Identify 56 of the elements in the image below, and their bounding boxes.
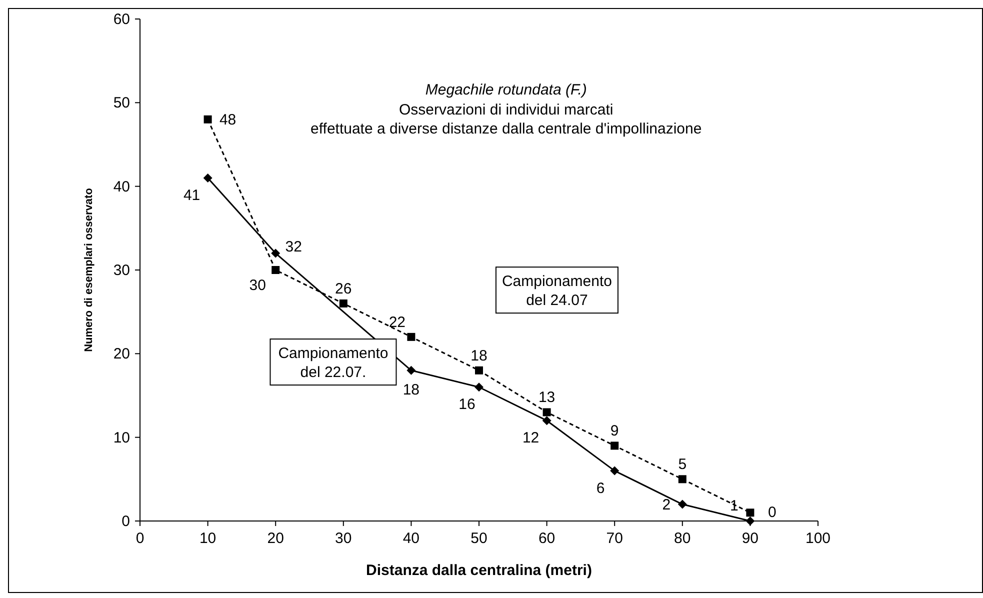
point	[678, 500, 687, 509]
data-label: 30	[249, 277, 266, 294]
x-tick-label: 10	[199, 530, 216, 547]
y-tick-label: 40	[113, 178, 130, 196]
x-tick-label: 30	[335, 530, 352, 547]
x-axis-title: Distanza dalla centralina (metri)	[366, 562, 592, 579]
y-tick-label: 30	[113, 262, 130, 279]
data-label: 13	[538, 389, 556, 406]
point	[407, 332, 416, 341]
data-label: 18	[402, 381, 420, 398]
data-label: 5	[678, 456, 687, 474]
data-label: 2	[662, 496, 671, 514]
text: Megachile rotundata (F.)	[425, 81, 587, 98]
data-label: 26	[335, 280, 352, 298]
point	[610, 466, 620, 476]
point	[339, 299, 348, 308]
data-label: 6	[596, 480, 605, 497]
text: Osservazioni di individui marcati effettuate a diverse distanze dalla centrale d'impollinazione	[310, 101, 702, 138]
point	[542, 416, 552, 426]
point	[203, 173, 212, 182]
point	[678, 475, 686, 484]
x-tick-label: 70	[606, 530, 623, 547]
point	[204, 115, 212, 124]
data-label: 0	[768, 504, 776, 521]
point	[474, 382, 484, 392]
point	[271, 248, 280, 258]
y-axis-title: Numero di esemplari osservato	[83, 188, 95, 352]
point	[746, 508, 754, 517]
data-label: 32	[285, 238, 302, 256]
data-label: 18	[470, 347, 488, 364]
x-tick-label: 90	[742, 530, 759, 547]
y-tick-label: 0	[122, 513, 130, 530]
y-tick-label: 60	[113, 11, 130, 28]
y-tick-label: 20	[113, 346, 130, 363]
x-tick-label: 20	[267, 530, 284, 547]
point	[475, 366, 483, 374]
text: Campionamento del 24.07	[502, 273, 612, 310]
data-label: 9	[610, 422, 619, 440]
x-tick-label: 0	[136, 530, 144, 547]
x-tick-label: 100	[805, 530, 831, 547]
x-tick-label: 80	[674, 530, 691, 547]
data-label: 16	[458, 396, 476, 414]
data-label: 41	[183, 186, 200, 204]
point	[272, 266, 280, 274]
x-tick-label: 50	[470, 530, 488, 547]
data-label: 22	[388, 314, 406, 331]
x-tick-label: 60	[538, 530, 556, 547]
point	[542, 408, 551, 416]
point	[610, 442, 619, 450]
series-label: Campionamento del 22.07.	[278, 345, 388, 382]
data-label: 12	[522, 430, 540, 447]
y-tick-label: 10	[113, 429, 130, 446]
data-label: 48	[219, 111, 236, 128]
y-tick-label: 50	[113, 94, 130, 112]
x-tick-label: 40	[402, 530, 420, 547]
point	[406, 366, 416, 375]
